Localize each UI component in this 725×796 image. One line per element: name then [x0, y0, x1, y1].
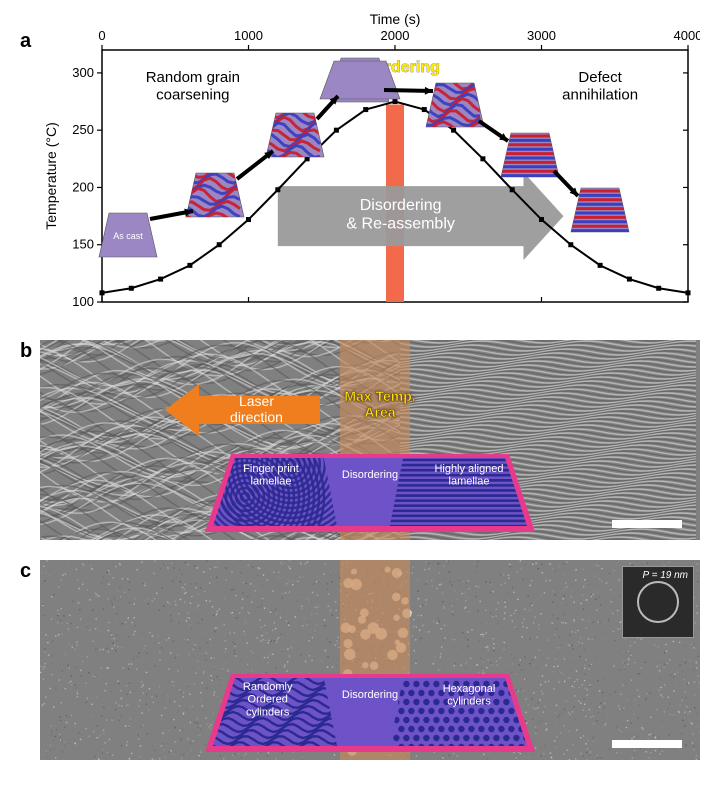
scalebar-b [612, 520, 682, 528]
svg-text:Finger printlamellae: Finger printlamellae [243, 463, 299, 488]
panel-label-b: b [20, 340, 32, 363]
panel-a-chart: Time (s) 0 1000 2000 3000 4000 Temperature (°C… [40, 10, 700, 320]
laser-direction-arrow: Laserdirection [135, 380, 320, 450]
svg-text:200: 200 [72, 179, 94, 194]
panel-b-image: Laserdirection Max Temp.Area Finger prin… [40, 340, 700, 540]
svg-text:Defectannihilation: Defectannihilation [562, 69, 638, 103]
svg-text:Hexagonalcylinders: Hexagonalcylinders [443, 683, 496, 708]
svg-text:Random graincoarsening: Random graincoarsening [146, 69, 240, 103]
chart-a-svg: Time (s) 0 1000 2000 3000 4000 Temperature (°C… [40, 10, 700, 320]
svg-text:Disordering& Re-assembly: Disordering& Re-assembly [346, 197, 454, 232]
fft-ring [637, 581, 679, 623]
svg-text:250: 250 [72, 122, 94, 137]
svg-text:4000: 4000 [674, 28, 700, 43]
svg-text:2000: 2000 [381, 28, 410, 43]
schematic-c: RandomlyOrderedcylinders Disordering Hexag… [205, 674, 535, 752]
svg-text:Disordering: Disordering [342, 469, 398, 481]
svg-text:150: 150 [72, 237, 94, 252]
svg-text:3000: 3000 [527, 28, 556, 43]
panel-c-image: RandomlyOrderedcylinders Disordering Hexag… [40, 560, 700, 760]
svg-text:0: 0 [98, 28, 105, 43]
schematic-b: Finger printlamellaeDisorderingHighly al… [205, 454, 535, 532]
svg-text:100: 100 [72, 294, 94, 309]
svg-text:As cast: As cast [113, 231, 143, 241]
panel-label-a: a [20, 30, 31, 53]
fft-inset: P = 19 nm [622, 566, 694, 638]
panel-label-c: c [20, 560, 31, 583]
svg-text:300: 300 [72, 65, 94, 80]
svg-text:RandomlyOrderedcylinders: RandomlyOrderedcylinders [243, 681, 293, 718]
svg-text:Temperature (°C): Temperature (°C) [43, 122, 59, 230]
svg-text:1000: 1000 [234, 28, 263, 43]
svg-text:Disordering: Disordering [342, 689, 398, 701]
scalebar-c [612, 740, 682, 748]
max-temp-label-b: Max Temp.Area [340, 388, 420, 420]
fft-label: P = 19 nm [643, 570, 689, 581]
svg-text:Time (s): Time (s) [370, 11, 421, 27]
